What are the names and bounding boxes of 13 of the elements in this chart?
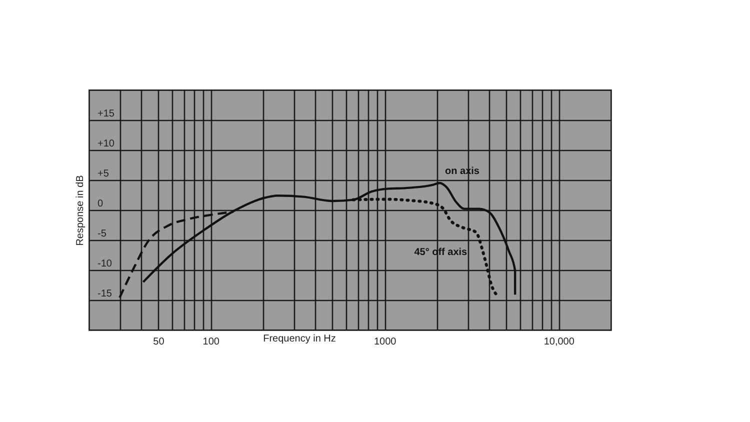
y-tick-label: +10 <box>98 138 115 150</box>
y-tick-label: -10 <box>98 258 112 270</box>
y-tick-label: 0 <box>98 198 104 210</box>
x-axis-title: Frequency in Hz <box>263 334 336 344</box>
x-tick-label: 100 <box>202 336 220 348</box>
y-axis-title: Response in dB <box>75 174 86 246</box>
y-tick-label: +5 <box>98 168 110 180</box>
x-tick-label: 1000 <box>374 336 397 348</box>
y-tick-label: -5 <box>98 228 107 240</box>
y-tick-label: -15 <box>98 288 112 300</box>
y-tick-label: +15 <box>98 108 115 120</box>
x-tick-label: 50 <box>153 336 165 348</box>
x-tick-label: 10,000 <box>544 336 575 348</box>
